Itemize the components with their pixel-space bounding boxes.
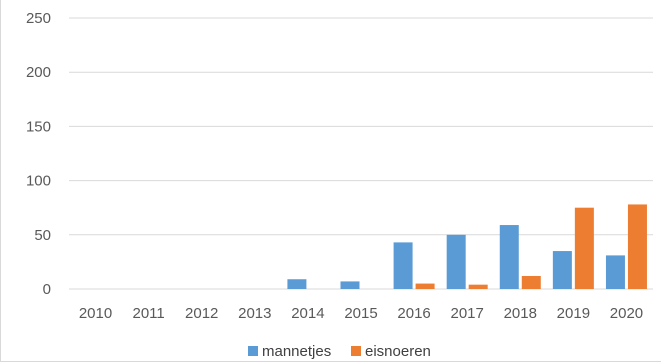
bar-mannetjes-2018 bbox=[499, 225, 519, 289]
bar-mannetjes-2017 bbox=[446, 234, 466, 289]
legend-swatch-eisnoeren bbox=[351, 346, 361, 356]
y-axis-ticks: 0 50 100 150 200 250 bbox=[26, 10, 51, 298]
bar-eisnoeren-2016 bbox=[415, 283, 435, 289]
bar-mannetjes-2014 bbox=[287, 279, 307, 289]
y-tick-label: 150 bbox=[26, 118, 51, 135]
gridlines bbox=[69, 17, 653, 290]
x-tick-label: 2018 bbox=[504, 305, 537, 322]
x-tick-label: 2013 bbox=[238, 305, 271, 322]
bar-mannetjes-2016 bbox=[393, 242, 413, 289]
y-tick-label: 50 bbox=[34, 227, 51, 244]
bar-mannetjes-2015 bbox=[340, 281, 360, 289]
bars bbox=[287, 204, 647, 289]
bar-eisnoeren-2018 bbox=[521, 275, 541, 289]
x-tick-label: 2011 bbox=[133, 305, 165, 322]
bar-eisnoeren-2020 bbox=[627, 204, 647, 289]
x-tick-label: 2020 bbox=[610, 305, 643, 322]
bar-mannetjes-2020 bbox=[605, 255, 625, 289]
x-tick-label: 2010 bbox=[79, 305, 112, 322]
y-tick-label: 200 bbox=[26, 64, 51, 81]
bar-eisnoeren-2019 bbox=[574, 207, 594, 289]
legend: mannetjes eisnoeren bbox=[248, 343, 431, 360]
bar-eisnoeren-2017 bbox=[468, 284, 488, 289]
y-tick-label: 100 bbox=[26, 173, 51, 190]
x-tick-label: 2019 bbox=[557, 305, 590, 322]
legend-swatch-mannetjes bbox=[248, 346, 258, 356]
x-tick-label: 2014 bbox=[291, 305, 324, 322]
x-axis-ticks: 2010 2011 2012 2013 2014 2015 2016 2017 2018 2019… bbox=[79, 305, 643, 322]
legend-label-eisnoeren: eisnoeren bbox=[365, 343, 431, 360]
y-tick-label: 0 bbox=[43, 281, 51, 298]
y-tick-label: 250 bbox=[26, 10, 51, 27]
x-tick-label: 2015 bbox=[344, 305, 377, 322]
x-tick-label: 2017 bbox=[450, 305, 483, 322]
x-tick-label: 2012 bbox=[185, 305, 218, 322]
bar-mannetjes-2019 bbox=[552, 251, 572, 289]
legend-label-mannetjes: mannetjes bbox=[262, 343, 331, 360]
x-tick-label: 2016 bbox=[397, 305, 430, 322]
